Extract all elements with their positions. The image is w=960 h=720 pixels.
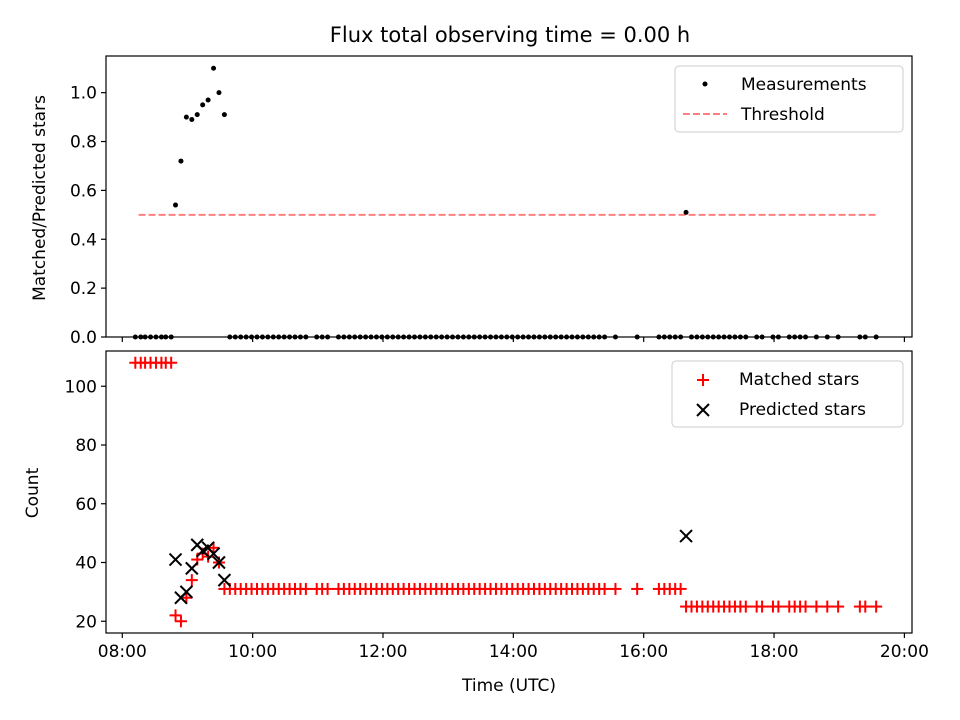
measurement-point [683, 209, 689, 215]
bot-x-tick-label: 14:00 [489, 642, 538, 662]
chart-title: Flux total observing time = 0.00 h [330, 23, 690, 47]
bot-y-tick-label: 60 [75, 495, 97, 515]
matched-star-point [772, 600, 785, 613]
bot-x-tick-label: 18:00 [750, 642, 799, 662]
legend-label-threshold: Threshold [740, 105, 825, 125]
top-y-axis-label: Matched/Predicted stars [30, 95, 50, 301]
top-axes-frame [105, 55, 913, 338]
top-legend: Measurements Threshold [674, 65, 904, 133]
measurement-point [211, 65, 217, 71]
top-x-ticks [121, 337, 905, 342]
bot-y-tick-label: 80 [75, 436, 97, 456]
matched-star-point [598, 582, 611, 595]
bottom-legend-box [671, 360, 904, 428]
top-y-ticks: 0.0 0.2 0.4 0.6 0.8 1.0 [70, 84, 106, 348]
measurement-point [178, 158, 184, 164]
top-y-tick-label: 0.4 [70, 230, 97, 250]
top-legend-box [674, 65, 904, 133]
bottom-plot-marks [129, 356, 883, 628]
predicted-star-point [179, 585, 194, 599]
bottom-y-ticks: 20 40 60 80 100 [65, 377, 106, 632]
predicted-star-point [217, 573, 232, 587]
measurement-point [173, 202, 179, 208]
matched-star-point [870, 600, 883, 613]
measurement-point [221, 112, 227, 118]
top-y-tick-label: 0.2 [70, 279, 97, 299]
bot-x-tick-label: 16:00 [619, 642, 668, 662]
bot-x-tick-label: 08:00 [98, 642, 147, 662]
predicted-star-point [185, 561, 199, 576]
bot-y-tick-label: 100 [65, 377, 97, 397]
predicted-star-point [679, 529, 693, 543]
legend-marker-predicted-stars [696, 403, 710, 417]
top-plot-marks [132, 65, 879, 340]
matched-star-point [832, 600, 845, 613]
top-axes: 0.0 0.2 0.4 0.6 0.8 1.0 Matched/Predicted sta… [30, 55, 913, 348]
bottom-x-axis-label: Time (UTC) [461, 676, 556, 696]
legend-marker-measurements [702, 81, 708, 87]
measurement-point [183, 114, 189, 120]
matched-star-point [169, 609, 182, 622]
measurement-point [205, 97, 211, 103]
matched-star-point [674, 582, 687, 595]
matched-star-point [185, 574, 198, 587]
measurement-point [189, 117, 195, 123]
top-y-tick-label: 0.6 [70, 181, 97, 201]
measurement-point [200, 102, 206, 108]
matched-star-point [299, 582, 312, 595]
matched-star-point [174, 615, 187, 628]
matched-star-point [180, 591, 193, 604]
bot-y-tick-label: 40 [75, 554, 97, 574]
legend-label-matched-stars: Matched stars [739, 370, 859, 390]
bot-y-tick-label: 20 [75, 612, 97, 632]
predicted-star-point [206, 546, 221, 561]
predicted-star-point [168, 552, 183, 567]
matched-star-point [739, 600, 752, 613]
matched-star-point [756, 600, 769, 613]
measurement-point [216, 90, 222, 96]
bot-x-tick-label: 12:00 [358, 642, 407, 662]
bot-x-tick-label: 10:00 [228, 642, 277, 662]
bottom-legend: Matched stars Predicted stars [671, 360, 904, 428]
matched-star-point [799, 600, 812, 613]
top-y-tick-label: 1.0 [70, 84, 97, 104]
top-y-tick-label: 0.8 [70, 133, 97, 153]
matched-star-point [165, 356, 178, 369]
bot-x-tick-label: 20:00 [880, 642, 929, 662]
legend-label-measurements: Measurements [741, 75, 867, 95]
legend-label-predicted-stars: Predicted stars [739, 400, 866, 420]
predicted-star-point [212, 555, 226, 570]
matched-star-point [631, 582, 644, 595]
matched-star-point [821, 600, 834, 613]
matched-star-point [859, 600, 872, 613]
bottom-axes-frame [105, 350, 913, 634]
top-y-tick-label: 0.0 [70, 328, 97, 348]
matched-star-point [207, 541, 220, 554]
matched-star-point [609, 582, 622, 595]
matched-star-point [321, 582, 334, 595]
measurement-point [194, 112, 200, 118]
bottom-y-axis-label: Count [23, 467, 43, 518]
matched-star-point [810, 600, 823, 613]
legend-marker-matched-stars [697, 374, 709, 386]
bottom-axes: 08:00 10:00 12:00 14:00 16:00 18:00 20:00 20 40… [23, 350, 929, 696]
bottom-x-ticks: 08:00 10:00 12:00 14:00 16:00 18:00 20:00 [98, 633, 929, 662]
